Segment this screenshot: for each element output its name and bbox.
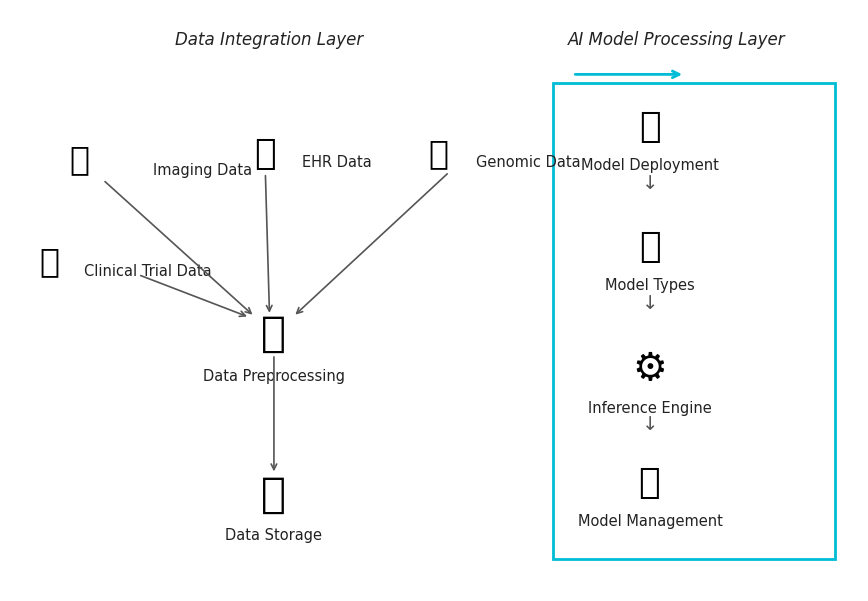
Bar <box>554 84 835 559</box>
Text: Model Deployment: Model Deployment <box>582 159 720 174</box>
Text: Data Integration Layer: Data Integration Layer <box>175 31 364 49</box>
Text: AI Model Processing Layer: AI Model Processing Layer <box>568 31 785 49</box>
Text: EHR Data: EHR Data <box>302 156 372 171</box>
Text: Genomic Data: Genomic Data <box>476 156 580 171</box>
Text: 🧠: 🧠 <box>640 230 661 264</box>
Text: ↓: ↓ <box>642 415 659 434</box>
Text: ⚙️: ⚙️ <box>633 350 667 388</box>
Text: Inference Engine: Inference Engine <box>589 401 712 416</box>
Text: Imaging Data: Imaging Data <box>153 163 252 177</box>
Text: Model Management: Model Management <box>578 514 723 529</box>
Text: 📋: 📋 <box>39 245 59 278</box>
Text: 🖥️: 🖥️ <box>261 313 286 355</box>
Text: Data Storage: Data Storage <box>226 528 322 543</box>
Text: Model Types: Model Types <box>606 278 695 293</box>
Text: Clinical Trial Data: Clinical Trial Data <box>83 264 211 279</box>
Text: 📋: 📋 <box>254 137 276 171</box>
Text: 🦴: 🦴 <box>69 144 89 177</box>
Text: 💻: 💻 <box>640 110 661 144</box>
Text: Data Preprocessing: Data Preprocessing <box>203 369 345 384</box>
Text: ↓: ↓ <box>642 294 659 313</box>
Text: 💾: 💾 <box>261 474 286 516</box>
Text: 🧬: 🧬 <box>428 138 449 171</box>
Text: ↓: ↓ <box>642 174 659 194</box>
Text: 🛠️: 🛠️ <box>640 466 661 500</box>
